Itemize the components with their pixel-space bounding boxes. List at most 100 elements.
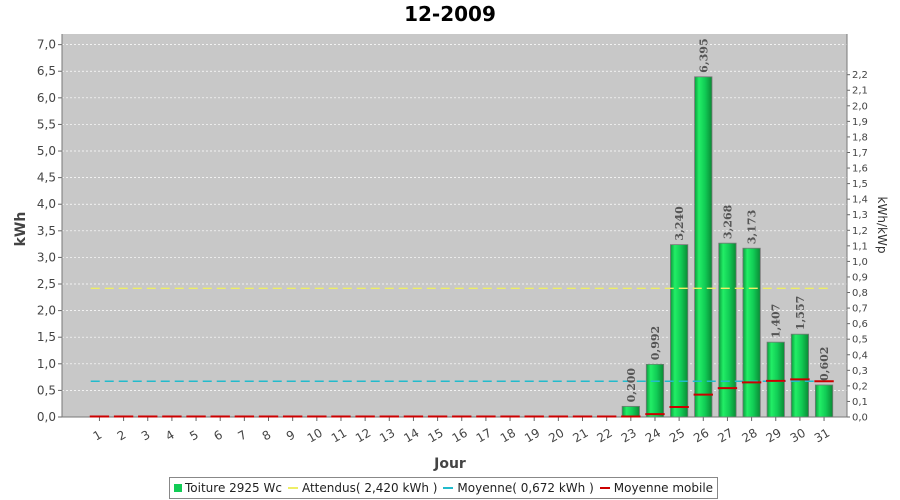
x-tick-label: 18: [498, 426, 518, 446]
data-label: 6,395: [697, 38, 710, 72]
y2-tick-label: 1,3: [852, 210, 868, 221]
bar: [621, 405, 640, 418]
x-tick-label: 21: [570, 426, 590, 446]
y-tick-label: 5,0: [37, 144, 56, 158]
y2-tick-label: 1,2: [852, 226, 868, 237]
bar: [718, 242, 737, 418]
x-tick-label: 24: [643, 426, 663, 446]
x-tick-label: 12: [353, 426, 373, 446]
y2-tick-label: 0,2: [852, 381, 868, 392]
y-tick-label: 6,0: [37, 91, 56, 105]
y2-tick-label: 0,4: [852, 350, 868, 361]
y2-tick-label: 1,6: [852, 164, 868, 175]
x-tick-label: 2: [115, 428, 129, 444]
chart-title: 12-2009: [404, 2, 496, 26]
y-tick-label: 4,5: [37, 171, 56, 185]
legend-label-production: Toiture 2925 Wc: [185, 481, 282, 495]
x-tick-label: 26: [691, 426, 711, 446]
y2-tick-label: 0,6: [852, 319, 868, 330]
x-tick-label: 31: [812, 426, 832, 446]
y-tick-label: 3,0: [37, 250, 56, 264]
x-tick-label: 4: [163, 428, 177, 444]
y2-tick-label: 0,9: [852, 272, 868, 283]
x-tick-label: 29: [764, 426, 784, 446]
y2-tick-label: 1,4: [852, 195, 868, 206]
bar: [790, 333, 809, 418]
legend-label-expected: Attendus( 2,420 kWh ): [301, 481, 438, 495]
data-label: 3,240: [673, 206, 686, 241]
plot-area: 0,0 0,5 1,0 1,5 2,0 2,5 3,0 3,5 4,0 4,5 5,0 5,5 6,0 6…: [37, 34, 868, 445]
x-tick-label: 11: [329, 426, 349, 446]
x-tick-label: 7: [236, 428, 250, 444]
data-label: 3,268: [721, 204, 734, 239]
y2-tick-label: 0,5: [852, 335, 868, 346]
x-tick-label: 13: [377, 426, 397, 446]
x-tick-label: 15: [425, 426, 445, 446]
bar: [694, 76, 713, 418]
data-label: 3,173: [746, 210, 759, 244]
x-tick-label: 17: [474, 426, 494, 446]
legend-swatch-average: [443, 487, 454, 489]
x-tick-label: 27: [715, 426, 735, 446]
y-tick-label: 5,5: [37, 117, 56, 131]
x-tick-label: 8: [260, 428, 274, 444]
x-tick-label: 30: [788, 426, 808, 446]
x-tick-label: 28: [739, 426, 759, 446]
x-tick-label: 23: [619, 426, 639, 446]
y-tick-label: 1,0: [37, 357, 56, 371]
x-tick-label: 5: [187, 428, 201, 444]
y-axis-label: kWh: [13, 212, 29, 247]
data-label: 0,200: [625, 368, 638, 403]
x-tick-label: 22: [595, 426, 615, 446]
legend-label-moving-average: Moyenne mobile: [613, 481, 714, 495]
data-label: 1,407: [770, 304, 783, 338]
y-tick-label: 1,5: [37, 330, 56, 344]
legend-item-production: Toiture 2925 Wc: [174, 481, 282, 495]
x-tick-label: 6: [211, 428, 225, 444]
y2-tick-label: 2,2: [852, 70, 868, 81]
y-tick-label: 6,5: [37, 64, 56, 78]
legend-item-average: Moyenne( 0,672 kWh ): [443, 481, 594, 495]
x-tick-label: 16: [450, 426, 470, 446]
y2-tick-label: 1,7: [852, 148, 868, 159]
y2-tick-label: 1,5: [852, 179, 868, 190]
x-tick-label: 19: [522, 426, 542, 446]
y2-tick-label: 1,1: [852, 241, 868, 252]
x-tick-label: 14: [401, 426, 421, 446]
data-label: 1,557: [794, 296, 807, 330]
legend-swatch-expected: [287, 487, 298, 489]
data-label: 0,992: [649, 326, 662, 360]
x-axis-label: Jour: [433, 456, 466, 472]
x-tick-label: 10: [305, 426, 325, 446]
y2-tick-label: 0,1: [852, 397, 868, 408]
y-tick-label: 4,0: [37, 197, 56, 211]
y-tick-label: 2,5: [37, 277, 56, 291]
legend-swatch-moving-average: [599, 487, 610, 489]
y2-tick-label: 1,9: [852, 117, 868, 128]
data-label: 0,602: [818, 347, 831, 381]
y2-tick-label: 1,8: [852, 132, 868, 143]
y2-axis-label: kWh/kWp: [875, 197, 889, 254]
y2-tick-label: 0,8: [852, 288, 868, 299]
bar: [814, 384, 834, 418]
y2-tick-label: 0,3: [852, 366, 868, 377]
legend-label-average: Moyenne( 0,672 kWh ): [457, 481, 594, 495]
y2-tick-label: 0,7: [852, 304, 868, 315]
legend-swatch-production: [174, 484, 182, 492]
y-tick-label: 3,5: [37, 224, 56, 238]
bar: [645, 363, 665, 418]
legend: Toiture 2925 Wc Attendus( 2,420 kWh ) Mo…: [169, 477, 719, 499]
legend-item-moving-average: Moyenne mobile: [599, 481, 714, 495]
y2-tick-label: 1,0: [852, 257, 868, 268]
y-tick-label: 7,0: [37, 38, 56, 52]
bar: [742, 247, 761, 418]
bar: [766, 341, 785, 418]
x-tick-label: 20: [546, 426, 566, 446]
y2-tick-label: 2,0: [852, 101, 868, 112]
x-tick-label: 3: [139, 428, 153, 444]
y-tick-label: 2,0: [37, 304, 56, 318]
x-tick-label: 9: [284, 428, 298, 444]
x-tick-label: 1: [91, 428, 105, 444]
y-tick-label: 0,0: [37, 410, 56, 424]
